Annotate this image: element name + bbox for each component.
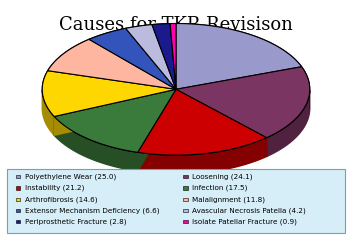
FancyBboxPatch shape [16,187,20,189]
Polygon shape [89,28,176,89]
FancyBboxPatch shape [183,187,188,189]
Text: Polyethylene Wear (25.0): Polyethylene Wear (25.0) [25,173,116,180]
Polygon shape [54,89,176,152]
Polygon shape [152,24,176,89]
Polygon shape [138,89,176,171]
Polygon shape [152,24,176,89]
FancyBboxPatch shape [183,220,188,223]
Polygon shape [176,89,266,157]
Text: Arthrofibrosis (14.6): Arthrofibrosis (14.6) [25,196,97,203]
Text: Infection (17.5): Infection (17.5) [192,185,247,191]
Polygon shape [42,71,176,117]
Text: Malalignment (11.8): Malalignment (11.8) [192,196,265,203]
FancyBboxPatch shape [183,198,188,201]
Polygon shape [266,90,310,157]
FancyBboxPatch shape [183,209,188,212]
Text: Loosening (24.1): Loosening (24.1) [192,173,252,180]
Polygon shape [138,138,266,174]
Text: Avascular Necrosis Patella (4.2): Avascular Necrosis Patella (4.2) [192,207,306,214]
Polygon shape [138,89,266,155]
Polygon shape [170,24,176,89]
Polygon shape [42,90,54,135]
Polygon shape [54,89,176,135]
Polygon shape [138,89,266,155]
Polygon shape [126,25,176,89]
Polygon shape [48,39,176,89]
Polygon shape [176,24,302,89]
Polygon shape [54,89,176,135]
FancyBboxPatch shape [7,169,345,233]
Polygon shape [48,39,176,89]
Polygon shape [89,28,176,89]
Polygon shape [126,25,176,89]
Polygon shape [54,117,138,171]
Polygon shape [42,71,176,117]
Polygon shape [176,24,302,89]
Polygon shape [54,89,176,152]
FancyBboxPatch shape [183,175,188,178]
Polygon shape [138,89,176,171]
FancyBboxPatch shape [16,220,20,223]
FancyBboxPatch shape [16,209,20,212]
Text: Instability (21.2): Instability (21.2) [25,185,84,191]
FancyBboxPatch shape [16,198,20,201]
Text: Isolate Patellar Fracture (0.9): Isolate Patellar Fracture (0.9) [192,219,297,225]
Polygon shape [170,24,176,89]
Text: Periprosthetic Fracture (2.8): Periprosthetic Fracture (2.8) [25,219,126,225]
FancyBboxPatch shape [16,175,20,178]
Text: Extensor Mechanism Deficiency (6.6): Extensor Mechanism Deficiency (6.6) [25,207,159,214]
Polygon shape [176,89,266,157]
Polygon shape [176,67,310,138]
Text: Causes for TKR Revisison: Causes for TKR Revisison [59,16,293,35]
Polygon shape [176,67,310,138]
